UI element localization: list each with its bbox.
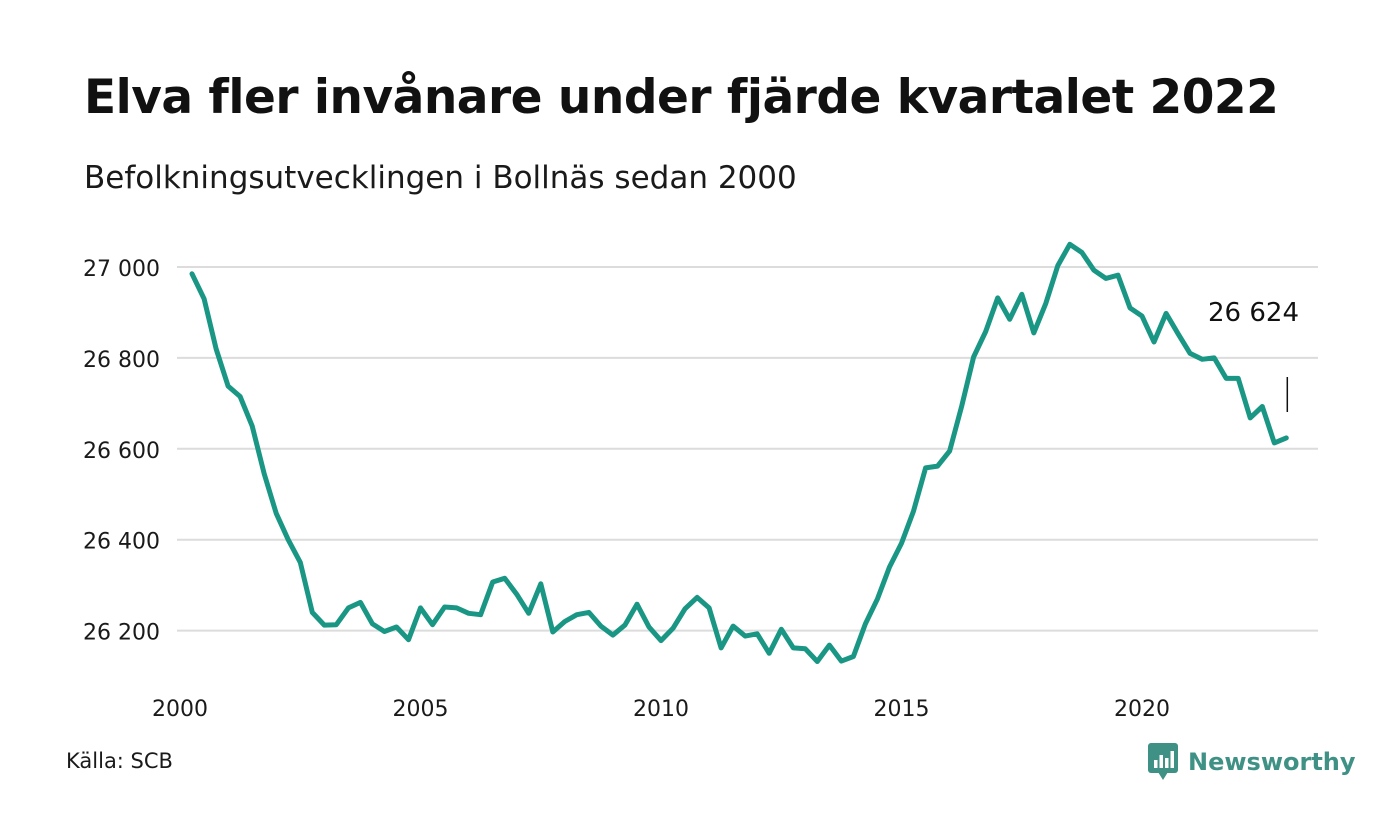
series-group (189, 241, 1289, 664)
page-title: Elva fler invånare under fjärde kvartale… (84, 70, 1279, 125)
x-tick-label: 2000 (152, 697, 208, 722)
y-tick-label: 26 400 (83, 530, 160, 555)
y-axis: 26 200 26 400 26 600 26 800 27 000 (83, 257, 160, 646)
x-tick-label: 2015 (874, 697, 930, 722)
y-tick-label: 26 800 (83, 348, 160, 373)
series-line (189, 241, 1289, 664)
x-tick-label: 2010 (633, 697, 689, 722)
brand-logo: Newsworthy (1148, 742, 1356, 782)
source-note: Källa: SCB (66, 749, 173, 773)
y-tick-label: 27 000 (83, 257, 160, 282)
end-annotation: 26 624 (1208, 298, 1299, 412)
y-tick-label: 26 600 (83, 439, 160, 464)
brand-name: Newsworthy (1188, 748, 1356, 776)
chart-bubble-icon (1148, 743, 1178, 780)
x-tick-label: 2020 (1114, 697, 1170, 722)
grid-lines (177, 266, 1318, 632)
x-axis: 2000 2005 2010 2015 2020 (152, 697, 1170, 722)
end-value-label: 26 624 (1208, 298, 1299, 328)
page-subtitle: Befolkningsutvecklingen i Bollnäs sedan … (84, 160, 797, 196)
x-tick-label: 2005 (393, 697, 449, 722)
y-tick-label: 26 200 (83, 621, 160, 646)
